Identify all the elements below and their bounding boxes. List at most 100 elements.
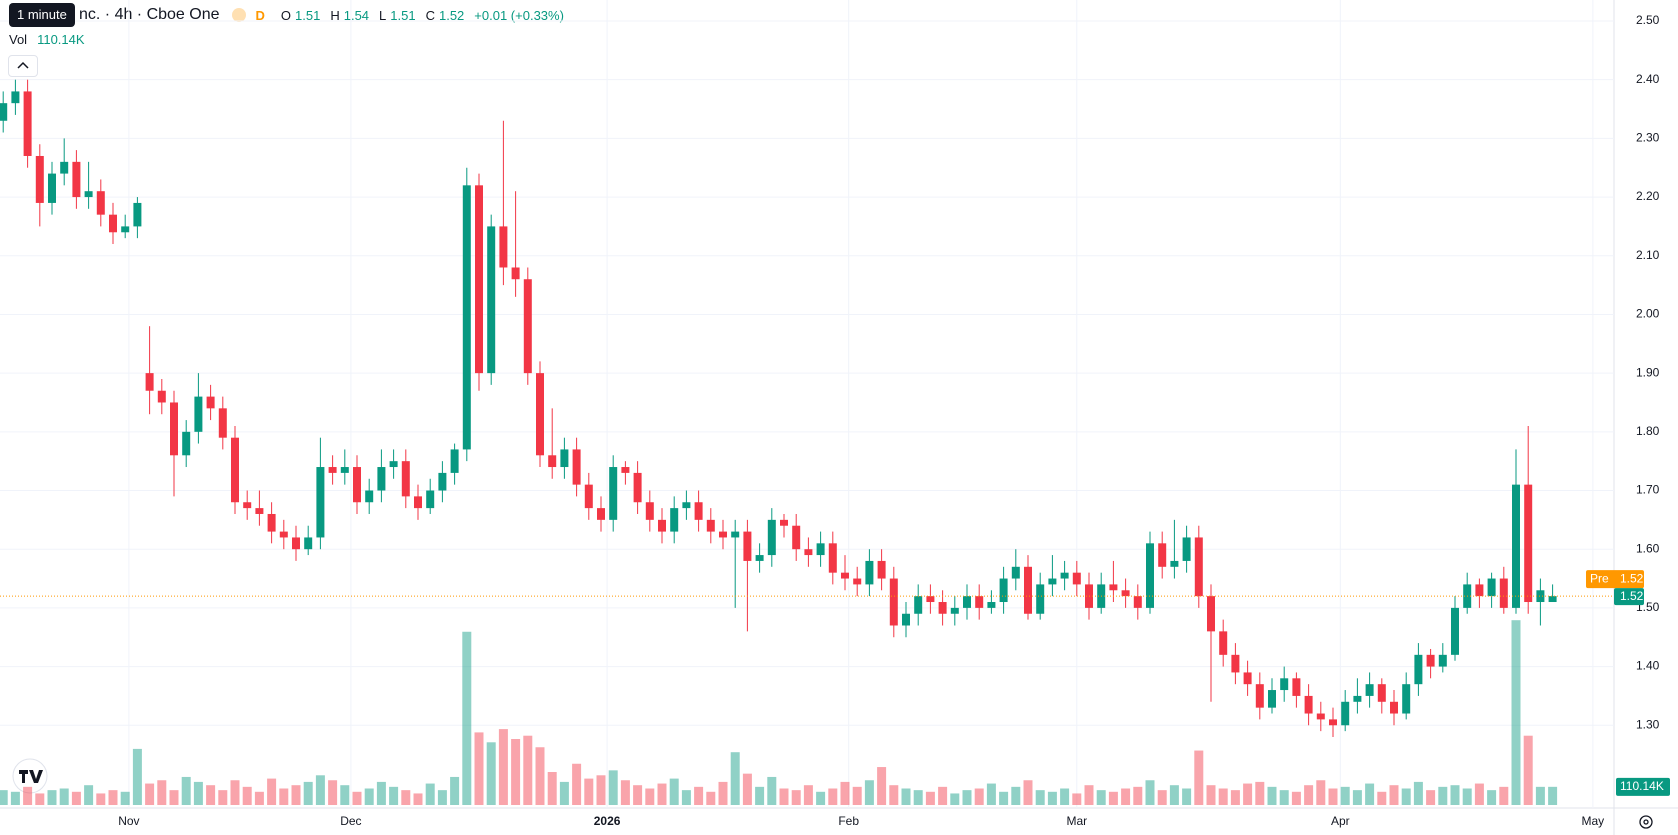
candle-body: [1158, 543, 1167, 567]
change-value: +0.01 (+0.33%): [474, 7, 564, 23]
volume-bar: [132, 748, 142, 805]
volume-bar: [889, 785, 899, 805]
candle-body: [353, 467, 361, 503]
volume-bar: [523, 735, 533, 805]
x-tick-label: May: [1582, 814, 1605, 828]
collapse-button[interactable]: [8, 55, 38, 77]
volume-bar: [23, 786, 33, 805]
volume-bar: [206, 785, 216, 805]
volume-bar: [620, 780, 630, 805]
grid: [0, 0, 1614, 808]
volume-bar: [791, 790, 801, 805]
volume-bar: [1072, 793, 1082, 805]
candle-body: [1109, 584, 1118, 591]
candle-body: [1536, 590, 1545, 603]
last-price-tag: 1.52: [1614, 588, 1644, 606]
volume-bar: [401, 790, 411, 805]
candle-body: [1036, 584, 1045, 614]
volume-bar: [1401, 788, 1411, 805]
candle-body: [1426, 654, 1435, 667]
volume-bar: [1511, 620, 1521, 805]
y-tick-label: 1.60: [1636, 541, 1660, 555]
candle-body: [316, 467, 325, 538]
volume-bar: [925, 791, 935, 805]
volume-bar: [340, 785, 350, 805]
candle-body: [48, 173, 56, 203]
volume-bar: [169, 790, 179, 805]
volume-bar: [706, 791, 716, 805]
volume-bar: [47, 790, 57, 805]
volume-bar: [1426, 790, 1436, 805]
volume-bar: [389, 786, 399, 805]
candle-body: [1048, 578, 1057, 585]
volume-bar: [0, 790, 8, 805]
logo: [12, 758, 48, 794]
candle-body: [170, 402, 178, 456]
candle-body: [1475, 584, 1484, 597]
volume-bar: [474, 732, 484, 805]
session-icon: [231, 8, 246, 22]
x-tick-label: 2026: [594, 814, 621, 828]
volume-bar: [181, 776, 191, 805]
x-tick-label: Mar: [1066, 814, 1087, 828]
candle-body: [670, 508, 679, 532]
candle-body: [279, 531, 288, 538]
volume-bar: [1108, 791, 1118, 805]
candle-body: [633, 472, 642, 503]
candle-body: [475, 185, 483, 374]
chevron: [17, 61, 29, 69]
y-tick-label: 2.10: [1636, 248, 1660, 262]
candle-body: [133, 202, 142, 227]
candle-body: [109, 214, 117, 233]
volume-bar: [267, 778, 277, 805]
low-label: L: [379, 7, 387, 23]
candle-body: [975, 596, 984, 608]
volume-bar: [986, 783, 996, 805]
volume-bar: [1194, 750, 1204, 805]
volume-bar: [254, 791, 264, 805]
high-value: 1.54: [343, 7, 370, 23]
candle-body: [1182, 537, 1191, 561]
candle-body: [914, 596, 923, 614]
volume-legend: Vol 110.14K: [9, 32, 85, 47]
candle-body: [1390, 701, 1398, 714]
settings-icon[interactable]: [1639, 815, 1653, 829]
volume-bar: [35, 793, 45, 805]
volume-bar: [352, 791, 362, 805]
volume-bars: [0, 620, 1558, 805]
volume-bar: [962, 790, 972, 805]
candle-body: [1170, 560, 1179, 567]
candle-body: [414, 496, 422, 509]
volume-bar: [1255, 781, 1265, 805]
y-tick-label: 1.80: [1636, 424, 1660, 438]
volume-bar: [999, 791, 1009, 805]
candle-body: [1292, 678, 1301, 696]
volume-bar: [1206, 785, 1216, 805]
y-tick-label: 2.40: [1636, 72, 1660, 86]
volume-bar: [1279, 790, 1289, 805]
volume-bar: [767, 776, 777, 805]
volume-bar: [498, 729, 508, 805]
legend-row: nc. · 4h · Cboe One D O 1.51 H 1.54 L 1.…: [79, 6, 564, 24]
candle-body: [511, 267, 520, 280]
candle-body: [1524, 484, 1533, 603]
x-tick-label: Nov: [118, 814, 139, 828]
candle-body: [719, 531, 727, 538]
candle-body: [1304, 695, 1313, 714]
y-tick-label: 1.90: [1636, 365, 1660, 379]
candle-body: [816, 543, 825, 556]
candle-body: [1024, 566, 1032, 614]
volume-bar: [1291, 791, 1301, 805]
volume-bar: [96, 793, 106, 805]
candle-body: [121, 226, 130, 233]
x-tick-label: Dec: [340, 814, 361, 828]
volume-bar: [974, 788, 984, 805]
volume-bar: [242, 786, 252, 805]
volume-bar: [950, 793, 960, 805]
volume-bar: [364, 788, 374, 805]
candle-body: [0, 103, 8, 121]
candle-body: [1487, 578, 1496, 597]
candle-body: [1207, 596, 1215, 632]
low-value: 1.51: [390, 7, 416, 23]
candle-body: [987, 602, 996, 608]
